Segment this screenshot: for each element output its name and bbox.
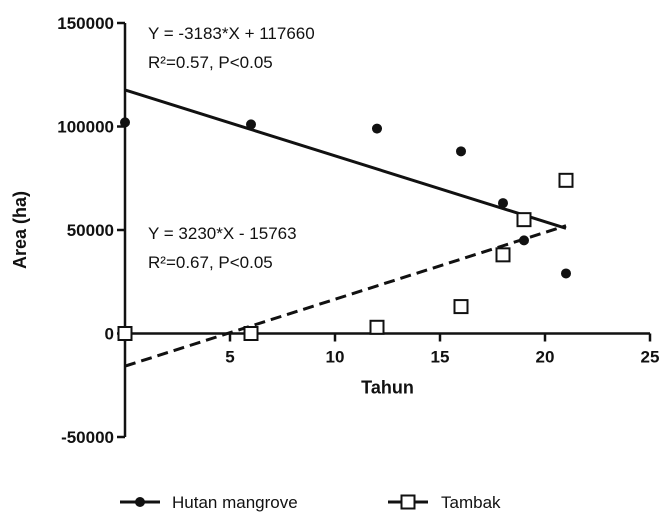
fit-stats: R²=0.67, P<0.05 bbox=[148, 253, 273, 272]
fit-line-hutan-mangrove bbox=[124, 88, 567, 230]
fit-annotations: Y = -3183*X + 117660 R²=0.57, P<0.05 Y = 3… bbox=[148, 24, 315, 272]
legend: Hutan mangrove Tambak bbox=[120, 493, 501, 512]
point-hutan-mangrove bbox=[120, 117, 130, 128]
y-tick-label: 50000 bbox=[67, 221, 114, 240]
point-tambak bbox=[117, 326, 133, 341]
point-tambak bbox=[516, 212, 532, 228]
point-hutan-mangrove bbox=[498, 198, 508, 209]
x-tick-label: 15 bbox=[431, 348, 450, 367]
point-tambak bbox=[243, 326, 259, 341]
legend-marker-tambak bbox=[400, 494, 416, 510]
fit-equation: Y = -3183*X + 117660 bbox=[148, 24, 315, 43]
point-hutan-mangrove bbox=[456, 146, 466, 157]
fit-line-tambak bbox=[124, 224, 567, 368]
y-tick-label: 100000 bbox=[57, 118, 114, 137]
legend-marker-hutan-mangrove bbox=[135, 497, 145, 507]
y-axis-title: Area (ha) bbox=[10, 191, 30, 269]
axes: -50000 0 50000 100000 150000 5 10 15 20 25 Tahun Ar… bbox=[10, 14, 659, 447]
point-hutan-mangrove bbox=[372, 123, 382, 134]
y-tick-label: 150000 bbox=[57, 14, 114, 33]
legend-label-tambak: Tambak bbox=[441, 493, 501, 512]
point-tambak bbox=[495, 247, 511, 263]
x-tick-label: 10 bbox=[326, 348, 345, 367]
point-tambak bbox=[453, 299, 469, 315]
x-tick-label: 5 bbox=[225, 348, 234, 367]
y-tick-label: -50000 bbox=[61, 428, 114, 447]
x-axis-title: Tahun bbox=[361, 378, 414, 398]
data-points bbox=[117, 117, 574, 341]
point-hutan-mangrove bbox=[519, 235, 529, 246]
fit-lines bbox=[124, 88, 567, 368]
legend-label-hutan-mangrove: Hutan mangrove bbox=[172, 493, 298, 512]
point-tambak bbox=[369, 319, 385, 335]
fit-equation: Y = 3230*X - 15763 bbox=[148, 224, 297, 243]
point-hutan-mangrove bbox=[561, 268, 571, 279]
x-tick-label: 20 bbox=[536, 348, 555, 367]
x-tick-label: 25 bbox=[641, 348, 660, 367]
point-tambak bbox=[558, 172, 574, 188]
fit-stats: R²=0.57, P<0.05 bbox=[148, 53, 273, 72]
point-hutan-mangrove bbox=[246, 119, 256, 130]
y-tick-label: 0 bbox=[105, 325, 114, 344]
